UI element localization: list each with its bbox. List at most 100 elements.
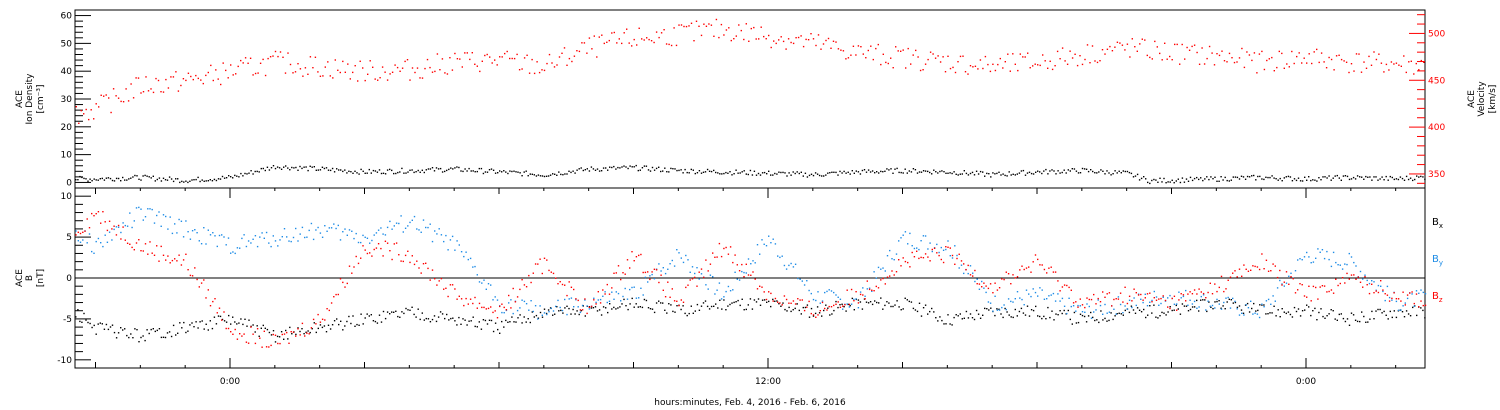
bx-point — [248, 319, 250, 321]
velocity-point — [591, 48, 593, 50]
by-point — [597, 299, 599, 301]
by-point — [550, 307, 552, 310]
velocity-point — [509, 57, 511, 60]
density-point — [238, 176, 240, 178]
bx-point — [142, 335, 144, 337]
top-left-tick-label: 0 — [66, 178, 72, 188]
velocity-point — [646, 37, 648, 39]
bz-point — [1397, 298, 1400, 300]
by-point — [377, 229, 380, 231]
velocity-point — [456, 58, 459, 60]
velocity-point — [327, 61, 329, 63]
by-point — [124, 224, 126, 227]
velocity-point — [616, 42, 618, 44]
density-point — [1124, 170, 1126, 173]
by-point — [1225, 297, 1227, 299]
density-point — [193, 179, 195, 181]
density-point — [884, 170, 886, 172]
velocity-point — [379, 77, 381, 79]
density-point — [706, 168, 709, 171]
bz-point — [279, 342, 281, 345]
velocity-point — [1106, 48, 1109, 50]
by-point — [1261, 303, 1263, 305]
density-point — [588, 170, 591, 172]
bx-point — [1090, 311, 1092, 314]
density-point — [413, 171, 415, 174]
density-point — [998, 171, 1000, 173]
bx-point — [213, 316, 216, 318]
density-point — [372, 169, 375, 172]
bx-point — [884, 304, 886, 307]
velocity-point — [304, 67, 307, 69]
density-point — [1187, 180, 1190, 182]
by-point — [120, 231, 122, 234]
bz-point — [1185, 300, 1187, 302]
velocity-point — [1121, 44, 1124, 46]
bx-point — [1122, 314, 1124, 316]
bz-point — [738, 270, 741, 272]
density-point — [871, 170, 874, 172]
by-point — [247, 240, 250, 242]
top-right-tick-label: 500 — [1428, 29, 1445, 39]
by-point — [1272, 295, 1274, 297]
velocity-point — [421, 77, 424, 79]
bz-point — [335, 293, 337, 296]
bx-point — [1283, 311, 1285, 313]
density-point — [543, 175, 546, 178]
bz-point — [1153, 297, 1155, 299]
by-point — [1341, 268, 1344, 270]
bx-point — [1214, 301, 1216, 303]
bx-point — [105, 323, 108, 326]
bz-point — [978, 283, 981, 285]
bz-point — [794, 303, 797, 305]
density-point — [75, 179, 77, 181]
density-point — [507, 172, 509, 175]
velocity-point — [658, 36, 660, 39]
bz-point — [1037, 258, 1039, 261]
by-point — [1297, 259, 1299, 261]
bx-point — [617, 307, 619, 309]
bz-point — [113, 225, 115, 227]
by-point — [875, 277, 877, 279]
by-point — [113, 228, 115, 231]
density-point — [478, 167, 480, 170]
bx-point — [1026, 305, 1029, 307]
by-point — [1142, 301, 1144, 304]
by-point — [792, 266, 795, 268]
bx-point — [503, 326, 505, 328]
velocity-point — [703, 23, 705, 25]
bz-point — [1140, 293, 1142, 296]
velocity-point — [683, 25, 685, 28]
by-point — [1400, 309, 1402, 311]
velocity-point — [571, 60, 573, 63]
bx-point — [1299, 315, 1302, 317]
bx-point — [1251, 307, 1253, 310]
bz-point — [227, 327, 230, 330]
bx-point — [660, 302, 662, 304]
density-point — [1393, 178, 1395, 181]
velocity-point — [775, 42, 777, 45]
density-point — [739, 172, 741, 174]
density-point — [788, 172, 790, 174]
bz-point — [1189, 291, 1191, 293]
density-point — [254, 170, 256, 173]
bx-point — [910, 301, 913, 303]
velocity-point — [1084, 58, 1086, 61]
bx-point — [1401, 311, 1404, 313]
bottom-left-tick-label: 0 — [66, 274, 72, 284]
bx-point — [1071, 323, 1073, 325]
density-point — [867, 169, 870, 171]
density-point — [545, 175, 548, 177]
velocity-point — [474, 63, 476, 65]
density-point — [1181, 177, 1184, 179]
bx-point — [311, 328, 313, 330]
density-point — [794, 172, 796, 175]
velocity-point — [663, 29, 665, 31]
bx-point — [1069, 318, 1071, 321]
velocity-point — [944, 71, 947, 73]
density-point — [301, 167, 303, 170]
by-point — [1187, 304, 1189, 306]
velocity-point — [1281, 52, 1283, 55]
bx-point — [965, 310, 968, 313]
density-point — [1248, 176, 1251, 178]
